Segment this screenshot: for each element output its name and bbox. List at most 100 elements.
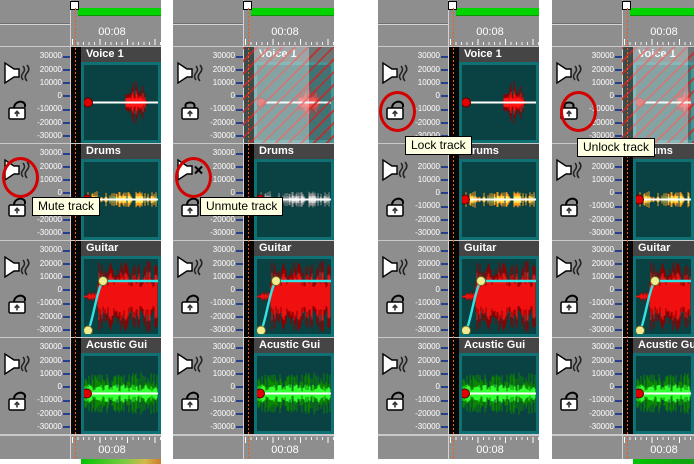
waveform-box[interactable]	[81, 62, 161, 143]
waveform-area[interactable]: Guitar	[81, 241, 161, 337]
scale-tick	[236, 95, 244, 97]
scale-label: 0	[57, 188, 62, 197]
mute-button[interactable]	[555, 352, 585, 376]
waveform-box[interactable]	[459, 256, 539, 337]
mute-button[interactable]	[381, 255, 411, 279]
mute-button[interactable]	[3, 61, 33, 85]
waveform-area[interactable]: Acustic Gui	[459, 338, 539, 434]
scale-label: 0	[230, 285, 235, 294]
lock-button[interactable]	[5, 390, 31, 412]
waveform-area[interactable]: Acustic Gui	[254, 338, 334, 434]
mute-button[interactable]	[381, 158, 411, 182]
waveform-box[interactable]	[81, 256, 161, 337]
playhead-marker[interactable]	[448, 1, 457, 10]
timeline-ruler-bottom[interactable]: 00:08	[173, 435, 334, 460]
scale-label: -30000	[210, 325, 235, 334]
lock-button[interactable]	[5, 293, 31, 315]
scale-label: -30000	[589, 422, 614, 431]
waveform-area[interactable]: Voice 1	[81, 47, 161, 143]
scale-label: 10000	[417, 369, 440, 378]
mute-button[interactable]	[3, 352, 33, 376]
lock-button[interactable]	[383, 196, 409, 218]
waveform-area[interactable]: Drums	[81, 144, 161, 240]
mute-button[interactable]	[176, 352, 206, 376]
waveform-box[interactable]	[633, 256, 694, 337]
timeline-ruler-bottom[interactable]: 00:08	[552, 435, 694, 460]
waveform-box[interactable]	[254, 256, 334, 337]
scale-tick	[236, 386, 244, 388]
playhead-marker[interactable]	[70, 1, 79, 10]
waveform-box[interactable]	[633, 159, 694, 240]
waveform-area[interactable]: Guitar	[633, 241, 694, 337]
waveform-area[interactable]: Voice 1	[459, 47, 539, 143]
scale-label: 10000	[39, 78, 62, 87]
scale-label: 30000	[212, 148, 235, 157]
amplitude-scale: 30000 20000 10000 0 -10000 -20000 -30000	[0, 338, 62, 434]
mute-button[interactable]	[381, 61, 411, 85]
mute-button[interactable]	[555, 255, 585, 279]
scale-tick	[236, 109, 244, 111]
mute-button[interactable]	[555, 158, 585, 182]
scale-tick	[236, 373, 244, 375]
mute-button[interactable]	[176, 255, 206, 279]
waveform-box[interactable]	[459, 353, 539, 434]
lock-button[interactable]	[178, 196, 204, 218]
scale-tick	[236, 166, 244, 168]
lock-arrow-icon	[566, 207, 572, 214]
scale-tick	[441, 95, 449, 97]
timeline-ruler-top[interactable]: 00:08	[0, 0, 161, 47]
mute-button[interactable]	[555, 61, 585, 85]
waveform-box[interactable]	[459, 159, 539, 240]
track-row-voice-1: 30000 20000 10000 0 -10000 -20000 -30000	[0, 47, 161, 144]
timeline-ruler-top[interactable]: 00:08	[552, 0, 694, 47]
scale-label: 0	[57, 285, 62, 294]
lock-button[interactable]	[5, 99, 31, 121]
mute-button[interactable]	[381, 352, 411, 376]
scale-label: -10000	[589, 298, 614, 307]
lock-button[interactable]	[178, 293, 204, 315]
lock-button[interactable]	[178, 390, 204, 412]
waveform-area[interactable]: Drums	[254, 144, 334, 240]
playhead-marker[interactable]	[622, 1, 631, 10]
scale-label: 20000	[417, 259, 440, 268]
lock-open-icon	[186, 197, 199, 206]
scale-label: -20000	[589, 409, 614, 418]
waveform-area[interactable]: Guitar	[459, 241, 539, 337]
mute-button[interactable]	[176, 61, 206, 85]
waveform-box[interactable]	[633, 353, 694, 434]
timeline-ruler-top[interactable]: 00:08	[378, 0, 539, 47]
waveform-area[interactable]: Acustic Gui	[633, 338, 694, 434]
mute-button[interactable]	[3, 255, 33, 279]
scale-tick	[236, 276, 244, 278]
waveform-area[interactable]: Guitar	[254, 241, 334, 337]
scale-tick	[615, 82, 623, 84]
scale-label: -30000	[589, 228, 614, 237]
timeline-ruler-bottom[interactable]: 00:08	[0, 435, 161, 460]
lock-button[interactable]	[178, 99, 204, 121]
lock-button[interactable]	[5, 196, 31, 218]
lock-button[interactable]	[383, 293, 409, 315]
waveform-box[interactable]	[81, 353, 161, 434]
scale-label: -10000	[37, 104, 62, 113]
waveform-area[interactable]: Drums	[633, 144, 694, 240]
track-gutter	[244, 338, 254, 434]
lock-button[interactable]	[557, 390, 583, 412]
scale-label: 0	[609, 188, 614, 197]
scale-tick	[63, 153, 71, 155]
scale-tick	[615, 400, 623, 402]
playhead-marker[interactable]	[243, 1, 252, 10]
progress-bar	[456, 8, 539, 16]
timeline-ruler-top[interactable]: 00:08	[173, 0, 334, 47]
highlight-circle	[2, 157, 39, 198]
waveform-area[interactable]: Acustic Gui	[81, 338, 161, 434]
lock-button[interactable]	[557, 196, 583, 218]
scale-tick	[441, 82, 449, 84]
timeline-ruler-bottom[interactable]: 00:08	[378, 435, 539, 460]
level-meter	[81, 459, 161, 464]
waveform-box[interactable]	[459, 62, 539, 143]
lock-button[interactable]	[383, 390, 409, 412]
waveform-box[interactable]	[254, 353, 334, 434]
lock-button[interactable]	[557, 293, 583, 315]
scale-label: 0	[57, 91, 62, 100]
waveform-area[interactable]: Drums	[459, 144, 539, 240]
